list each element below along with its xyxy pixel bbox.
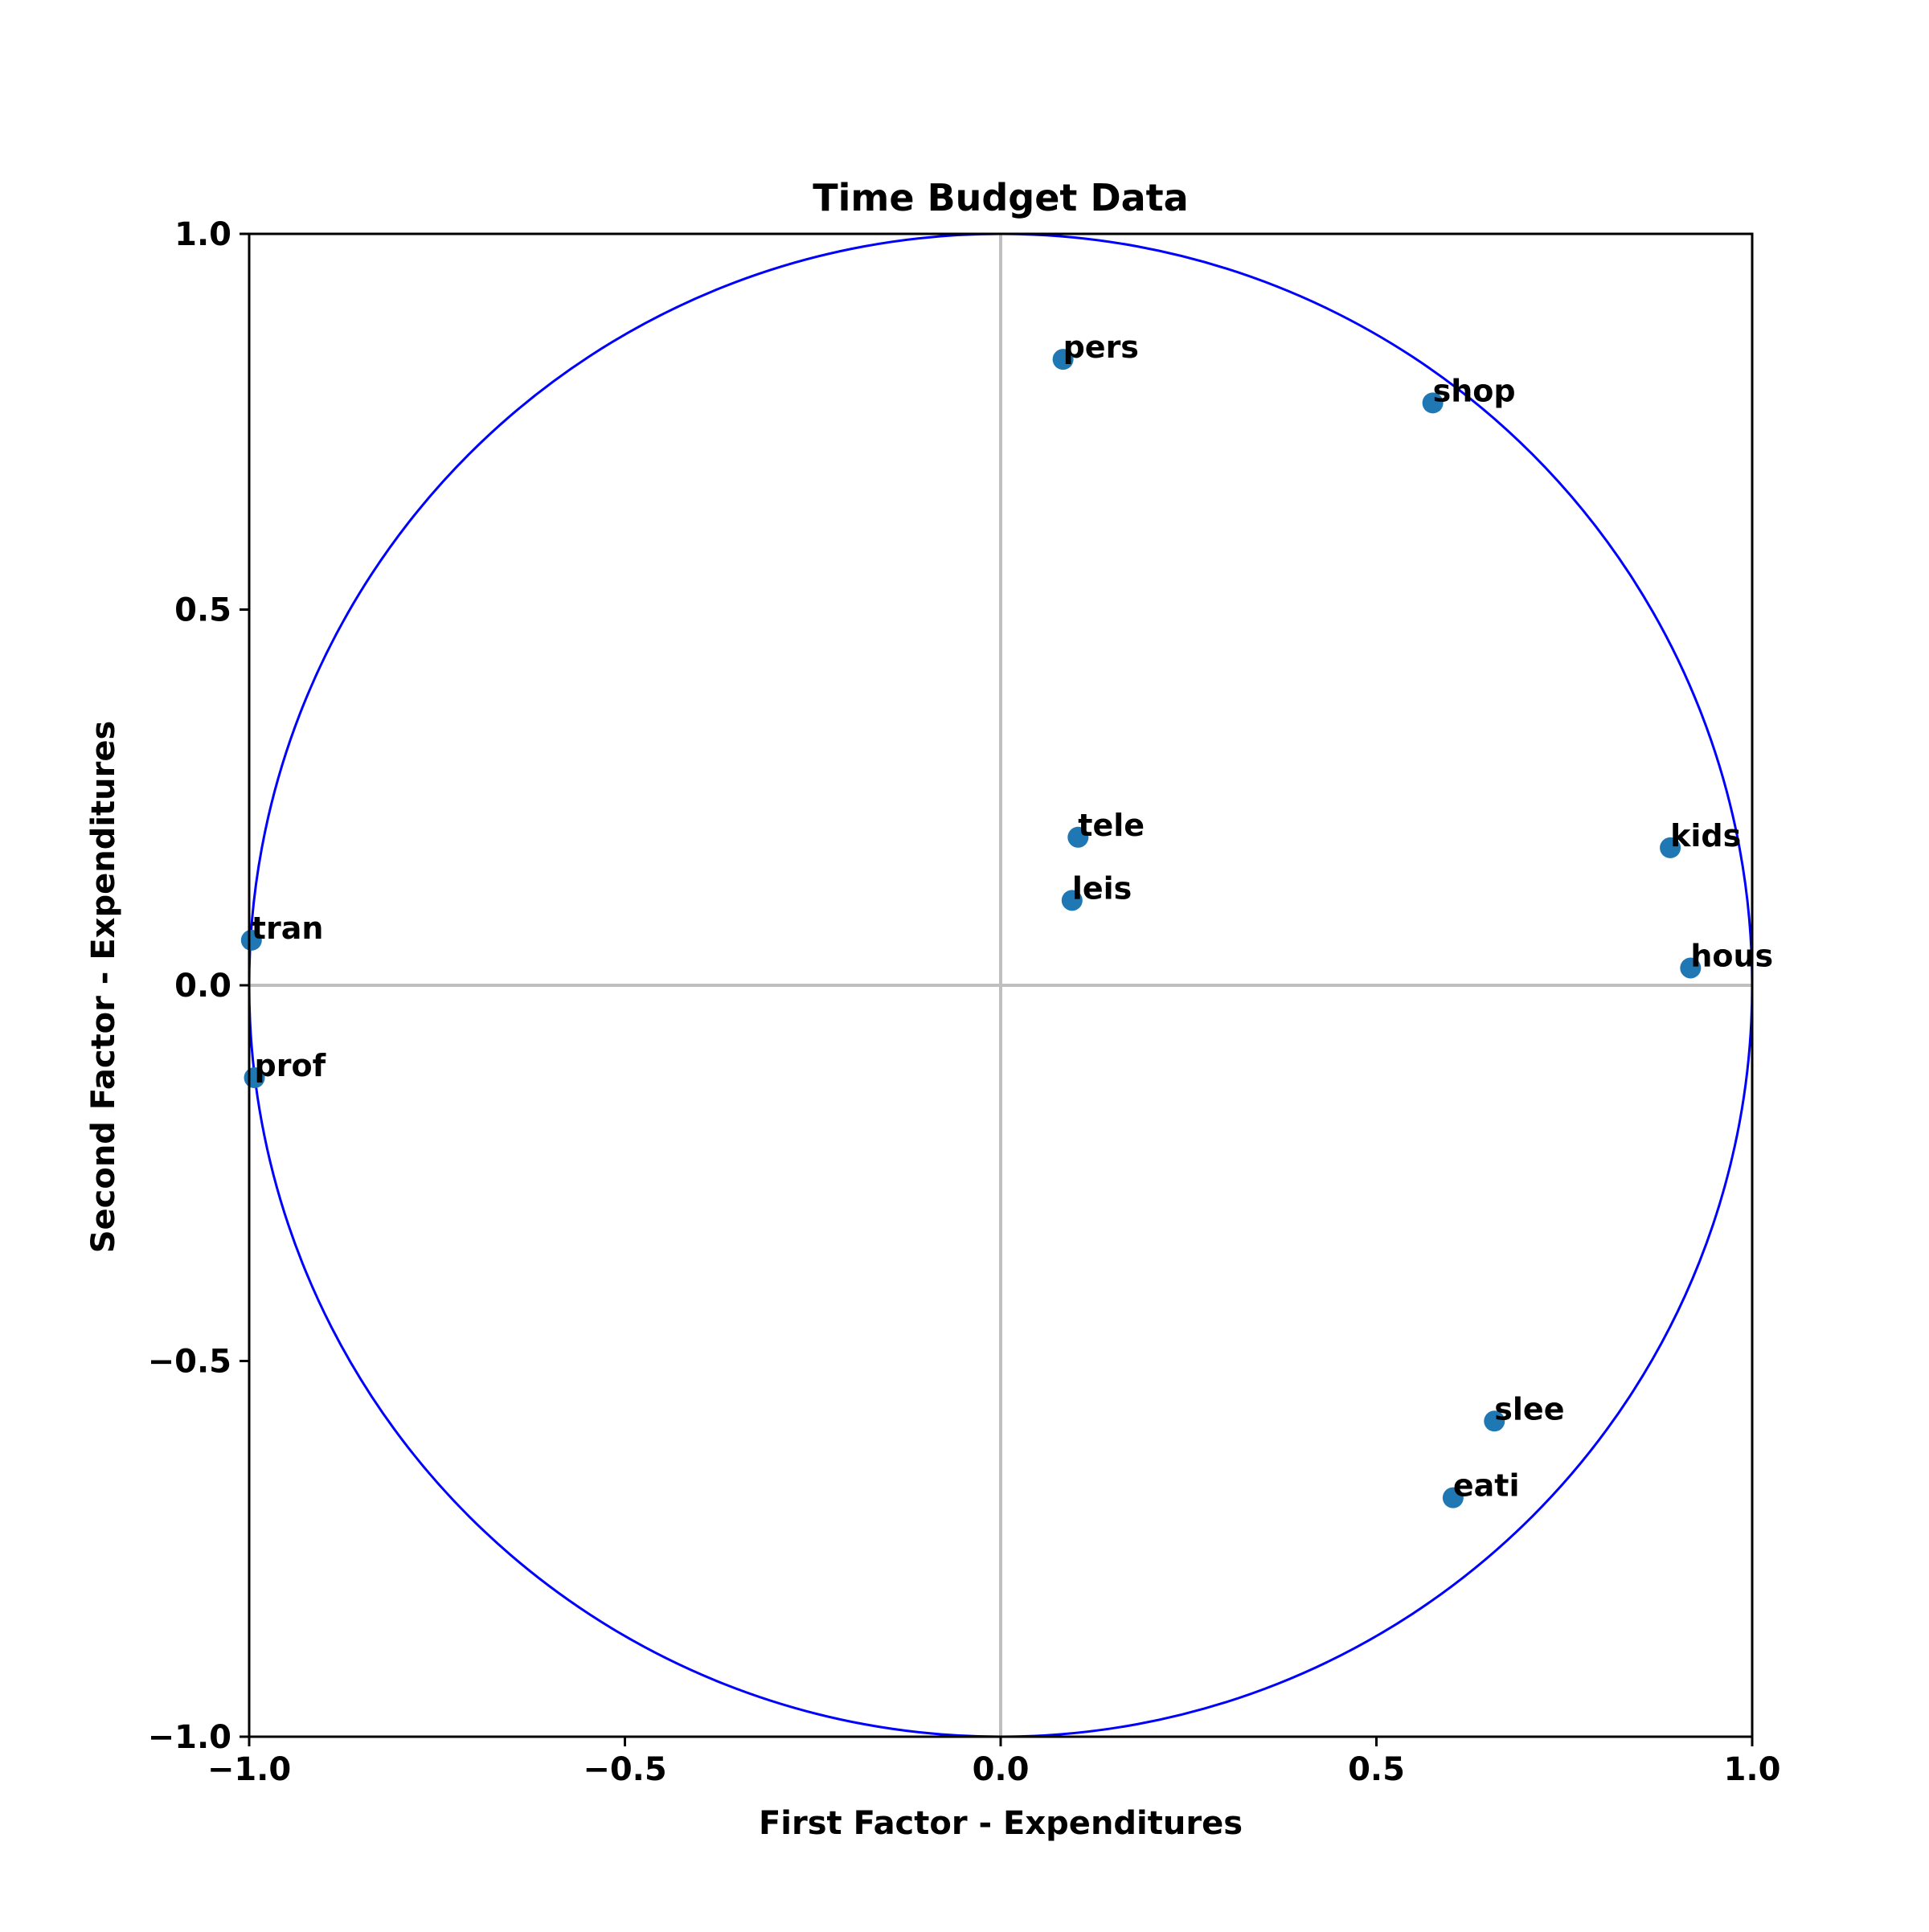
x-tick-label: 1.0 [1724,1751,1781,1788]
y-axis-label: Second Factor - Expenditures [85,721,122,1254]
y-tick-label: 0.0 [174,968,231,1005]
x-axis-label: First Factor - Expenditures [759,1805,1243,1842]
point-label: hous [1690,938,1773,973]
y-tick-label: −1.0 [148,1719,231,1756]
point-label: leis [1072,870,1132,906]
x-tick-label: −1.0 [207,1751,291,1788]
point-label: tran [252,911,324,946]
data-point [1484,1410,1505,1432]
point-label: prof [255,1048,326,1083]
y-tick-label: −0.5 [148,1344,231,1381]
point-label: tele [1078,808,1145,843]
plot-area: pers shop tele kids leis tran hous prof slee eati… [148,216,1781,1788]
point-label: shop [1433,373,1516,408]
data-point [1061,890,1083,911]
chart-title: Time Budget Data [813,176,1188,219]
data-point [1052,349,1074,370]
y-tick-label: 1.0 [174,216,231,253]
data-point [1442,1487,1464,1508]
point-label: kids [1670,818,1741,853]
x-tick-label: 0.5 [1348,1751,1405,1788]
data-point [240,929,262,951]
y-tick-label: 0.5 [174,592,231,629]
x-tick-label: 0.0 [973,1751,1030,1788]
data-point [1422,392,1444,414]
x-tick-label: −0.5 [583,1751,666,1788]
data-point [1660,837,1681,858]
point-label: pers [1063,330,1139,365]
data-point [1680,957,1702,979]
point-label: slee [1494,1391,1564,1426]
point-label: eati [1453,1468,1520,1504]
data-point [1067,826,1089,848]
